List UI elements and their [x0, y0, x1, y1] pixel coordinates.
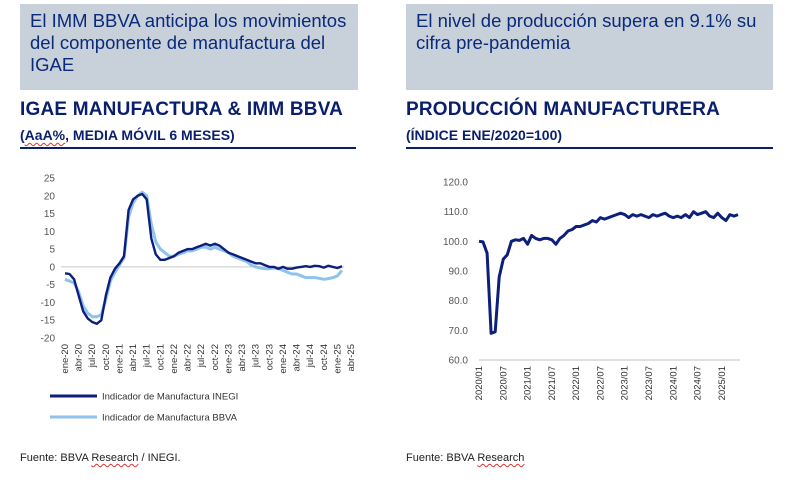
y-tick-label: 80.0	[449, 296, 469, 307]
x-tick-label: abr-25	[346, 344, 357, 371]
right-source-research: Research	[477, 452, 525, 464]
x-tick-label: abr-23	[237, 344, 248, 371]
y-tick-label: 60.0	[449, 356, 469, 367]
x-tick-label: 2022/07	[595, 366, 606, 400]
x-tick-label: ene-20	[60, 344, 71, 374]
series-line-production	[478, 210, 739, 335]
x-tick-label: ene-22	[169, 344, 180, 374]
x-tick-label: oct-23	[264, 344, 275, 370]
x-tick-label: 2024/01	[668, 366, 679, 400]
x-tick-label: jul-24	[305, 344, 316, 368]
x-tick-label: abr-22	[183, 344, 194, 371]
y-tick-label: -20	[41, 334, 56, 345]
y-tick-label: 70.0	[449, 326, 469, 337]
right-source: Fuente: BBVA Research	[406, 452, 524, 464]
y-tick-label: 10	[44, 227, 56, 238]
right-title-rule	[406, 147, 773, 149]
left-source: Fuente: BBVA Research / INEGI.	[20, 452, 181, 464]
y-tick-label: 110.0	[444, 207, 469, 218]
left-chart-title: IGAE MANUFACTURA & IMM BBVA	[20, 99, 344, 120]
left-chart-subtitle: (AaA%, MEDIA MÓVIL 6 MESES)	[20, 127, 235, 143]
left-subtitle-open: (	[20, 127, 25, 143]
x-tick-label: oct-20	[101, 344, 112, 370]
y-tick-label: 100.0	[443, 237, 468, 248]
x-tick-label: 2020/07	[498, 366, 509, 400]
x-tick-label: ene-25	[332, 344, 343, 374]
left-source-prefix: Fuente: BBVA	[20, 452, 92, 464]
x-tick-label: 2024/07	[693, 366, 704, 400]
y-tick-label: 20	[44, 191, 56, 202]
series-line-inegi	[64, 192, 343, 325]
x-tick-label: jul-22	[196, 344, 207, 368]
y-tick-label: 0	[49, 262, 55, 273]
x-tick-label: jul-20	[87, 344, 98, 368]
x-tick-label: ene-23	[223, 344, 234, 374]
y-tick-label: 5	[49, 245, 55, 256]
x-tick-label: oct-21	[155, 344, 166, 370]
y-tick-label: 25	[44, 174, 56, 185]
y-tick-label: 90.0	[449, 267, 469, 278]
right-chart-title: PRODUCCIÓN MANUFACTURERA	[406, 99, 721, 120]
x-tick-label: 2023/07	[644, 366, 655, 400]
legend-label: Indicador de Manufactura INEGI	[102, 392, 238, 403]
left-source-research: Research	[91, 452, 139, 464]
x-tick-label: 2023/01	[620, 366, 631, 400]
y-tick-label: 15	[44, 209, 56, 220]
x-tick-label: oct-22	[210, 344, 221, 370]
x-tick-label: 2022/01	[571, 366, 582, 400]
x-tick-label: ene-21	[114, 344, 125, 374]
x-tick-label: jul-21	[142, 344, 153, 368]
x-tick-label: abr-21	[128, 344, 139, 371]
left-title-rule	[20, 147, 356, 149]
x-tick-label: abr-20	[74, 344, 85, 371]
x-tick-label: ene-24	[278, 344, 289, 374]
y-tick-label: -5	[46, 280, 55, 291]
x-tick-label: oct-24	[319, 344, 330, 370]
series-line-bbva	[64, 190, 344, 319]
right-banner: El nivel de producción supera en 9.1% su…	[406, 4, 773, 90]
right-source-prefix: Fuente: BBVA	[406, 452, 478, 464]
x-tick-label: jul-23	[251, 344, 262, 368]
x-tick-label: abr-24	[292, 344, 303, 371]
left-source-rest: / INEGI.	[138, 452, 181, 464]
x-tick-label: 2021/01	[523, 366, 534, 400]
x-tick-label: 2025/01	[717, 366, 728, 400]
x-tick-label: 2021/07	[547, 366, 558, 400]
left-subtitle-rest: , MEDIA MÓVIL 6 MESES)	[65, 127, 235, 143]
y-tick-label: 120.0	[443, 178, 468, 189]
y-tick-label: -10	[41, 298, 56, 309]
right-line-chart: 120.0 110.0 100.0 90.0 80.0 70.0 60.0 2020/01 20…	[443, 178, 740, 400]
left-banner: El IMM BBVA anticipa los movimientos del…	[20, 4, 358, 90]
legend-label: Indicador de Manufactura BBVA	[102, 413, 238, 424]
right-chart-subtitle: (ÍNDICE ENE/2020=100)	[406, 127, 563, 143]
x-tick-label: 2020/01	[474, 366, 485, 400]
y-tick-label: -15	[41, 316, 56, 327]
left-subtitle-spellcheck: AaA%	[24, 127, 66, 143]
